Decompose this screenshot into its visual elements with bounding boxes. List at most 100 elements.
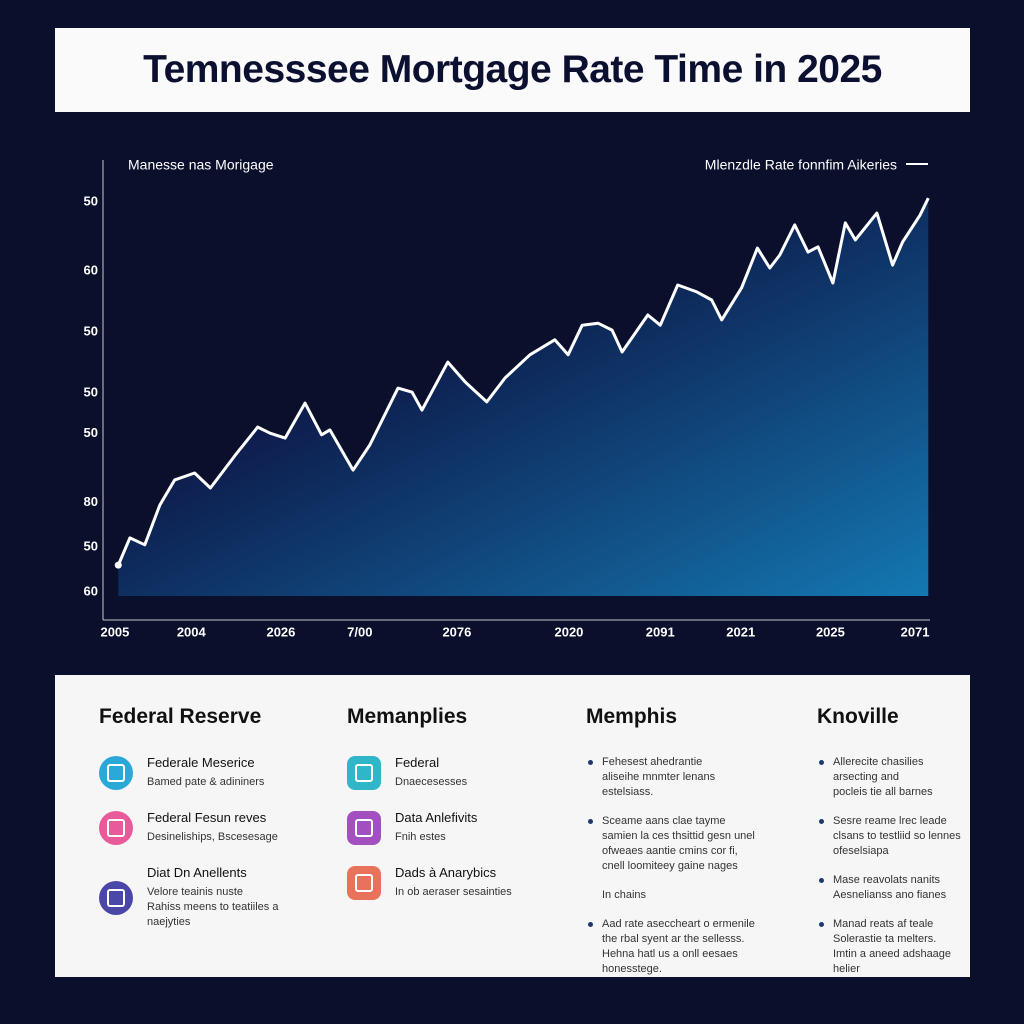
bullet-line: arsecting and [833, 771, 900, 783]
item-desc: Dnaecesesses [395, 776, 468, 788]
bullet-line: Imtin a aneed adshaage [833, 948, 952, 960]
item-text: Federal Fesun reves Desineliships, Bscese… [147, 810, 278, 845]
item-desc: Rahiss meens to teatiiles a naejyties [147, 901, 279, 928]
item-desc: Desineliships, Bscesesage [147, 831, 278, 843]
chart: Manesse nas Morigage 60 50 80 50 50 50 60 50 200… [84, 157, 930, 639]
panel-column: Memanplies Federal Dnaecesesses Data Anlefi… [347, 705, 567, 920]
item-title: Data Anlefivits [395, 810, 478, 825]
item-icon [99, 810, 133, 845]
info-panel: Federal Reserve Federale Meserice Bamed pa… [55, 675, 970, 977]
title-box: Temnesssee Mortgage Rate Time in 2025 [55, 28, 970, 112]
bullet-line: Fehesest ahedrantie [602, 756, 703, 768]
x-tick-label: 2005 [100, 624, 129, 639]
y-tick-label: 50 [84, 425, 98, 440]
subtitle: Manesse nas Morigage [128, 157, 274, 173]
icon-glyph [355, 763, 373, 782]
item-text: Federal Dnaecesesses [395, 755, 467, 790]
item-text: Data Anlefivits Fnih estes [395, 810, 477, 845]
item-icon [347, 755, 381, 790]
item-title: Federale Meserice [147, 755, 255, 770]
x-tick-label: 2004 [177, 624, 207, 639]
y-tick-label: 50 [84, 324, 98, 339]
bullet-line: In chains [602, 889, 647, 901]
bullet-line: samien la ces thsittid gesn unel [602, 830, 755, 842]
bullet: Sceame aans clae tayme samien la ces thsi… [586, 814, 806, 874]
y-tick-label: 50 [84, 194, 98, 209]
bullet-line: Mase reavolats nanits [833, 874, 940, 886]
y-tick-label: 80 [84, 494, 98, 509]
x-tick-label: 2091 [646, 624, 675, 639]
column-heading: Memphis [586, 705, 678, 728]
icon-glyph [107, 818, 125, 837]
bullet-line: Aad rate aseccheart o ermenile [602, 918, 755, 930]
item-title: Dads à Anarybics [395, 865, 497, 880]
bullet-line: Solerastie ta melters. [833, 933, 937, 945]
bullet: Allerecite chasilies arsecting and pocleis… [817, 755, 967, 800]
y-tick-label: 60 [84, 263, 98, 278]
item-title: Federal [395, 755, 440, 770]
x-tick-label: 2076 [442, 624, 471, 639]
bullet-line: helier [833, 963, 860, 975]
item-text: Diat Dn Anellents Velore teainis nuste Rah… [147, 865, 319, 930]
column-heading: Federal Reserve [99, 705, 262, 728]
item-icon [99, 880, 133, 915]
item-icon [99, 755, 133, 790]
bullet-line: ofeselsiapa [833, 845, 889, 857]
bullet-line: ofweaes aantie cmins cor fi, [602, 845, 738, 857]
panel-item: Federal Fesun reves Desineliships, Bscese… [99, 810, 319, 845]
item-desc: Velore teainis nuste [147, 886, 244, 898]
panel-column: Knoville Allerecite chasilies arsecting an… [817, 705, 967, 991]
bullet: Mase reavolats nanits Aesnelianss ano fia… [817, 873, 967, 903]
bullet: In chains [586, 888, 806, 903]
x-tick-label: 2025 [816, 624, 845, 639]
item-title: Federal Fesun reves [147, 810, 267, 825]
chart-title: Temnesssee Mortgage Rate Time in 2025 [143, 48, 882, 91]
legend-label: Mlenzdle Rate fonnfim Aikeries [705, 157, 897, 173]
y-tick-label: 50 [84, 384, 98, 399]
x-tick-label: 7/00 [347, 624, 372, 639]
bullet: Aad rate aseccheart o ermenile the rbal s… [586, 917, 806, 977]
panel-item: Dads à Anarybics In ob aeraser sesainties [347, 865, 567, 900]
icon-glyph [107, 888, 125, 907]
bullet-line: estelsiass. [602, 786, 654, 798]
bullet-line: Hehna hatl us a onll eesaes [602, 948, 738, 960]
panel-item: Federal Dnaecesesses [347, 755, 567, 790]
icon-glyph [355, 873, 373, 892]
bullet-line: Sesre reame lrec leade [833, 815, 947, 827]
column-heading: Memanplies [347, 705, 468, 728]
item-icon [347, 865, 381, 900]
bullet: Sesre reame lrec leade clsans to testliid… [817, 814, 967, 859]
x-tick-label: 2026 [266, 624, 295, 639]
y-tick-label: 50 [84, 539, 98, 554]
x-tick-label: 2071 [901, 624, 930, 639]
icon-glyph [107, 763, 125, 782]
item-title: Diat Dn Anellents [147, 865, 247, 880]
column-heading: Knoville [817, 705, 899, 728]
panel-column: Federal Reserve Federale Meserice Bamed pa… [99, 705, 319, 950]
y-tick-label: 60 [84, 583, 98, 598]
bullet-line: the rbal syent ar the sellesss. [602, 933, 745, 945]
item-icon [347, 810, 381, 845]
bullet-line: Sceame aans clae tayme [602, 815, 726, 827]
bullet-line: Aesnelianss ano fianes [833, 889, 947, 901]
bullet: Fehesest ahedrantie aliseihe mnmter lenan… [586, 755, 806, 800]
panel-item: Federale Meserice Bamed pate & adininers [99, 755, 319, 790]
item-desc: In ob aeraser sesainties [395, 886, 512, 898]
bullet-line: clsans to testliid so lennes [833, 830, 961, 842]
line-start-dot [114, 561, 122, 569]
line [116, 197, 930, 566]
panel-item: Data Anlefivits Fnih estes [347, 810, 567, 845]
item-desc: Fnih estes [395, 831, 446, 843]
bullet-line: honesstege. [602, 963, 662, 975]
item-text: Dads à Anarybics In ob aeraser sesainties [395, 865, 512, 900]
item-desc: Bamed pate & adininers [147, 776, 265, 788]
area [118, 198, 929, 596]
bullet-line: pocleis tie all barnes [833, 786, 933, 798]
icon-glyph [355, 818, 373, 837]
item-text: Federale Meserice Bamed pate & adininers [147, 755, 264, 790]
panel-item: Diat Dn Anellents Velore teainis nuste Rah… [99, 865, 319, 930]
bullet-line: cnell loomiteey gaine nages [602, 860, 738, 872]
bullet-line: Allerecite chasilies [833, 756, 924, 768]
bullet-line: Manad reats af teale [833, 918, 934, 930]
